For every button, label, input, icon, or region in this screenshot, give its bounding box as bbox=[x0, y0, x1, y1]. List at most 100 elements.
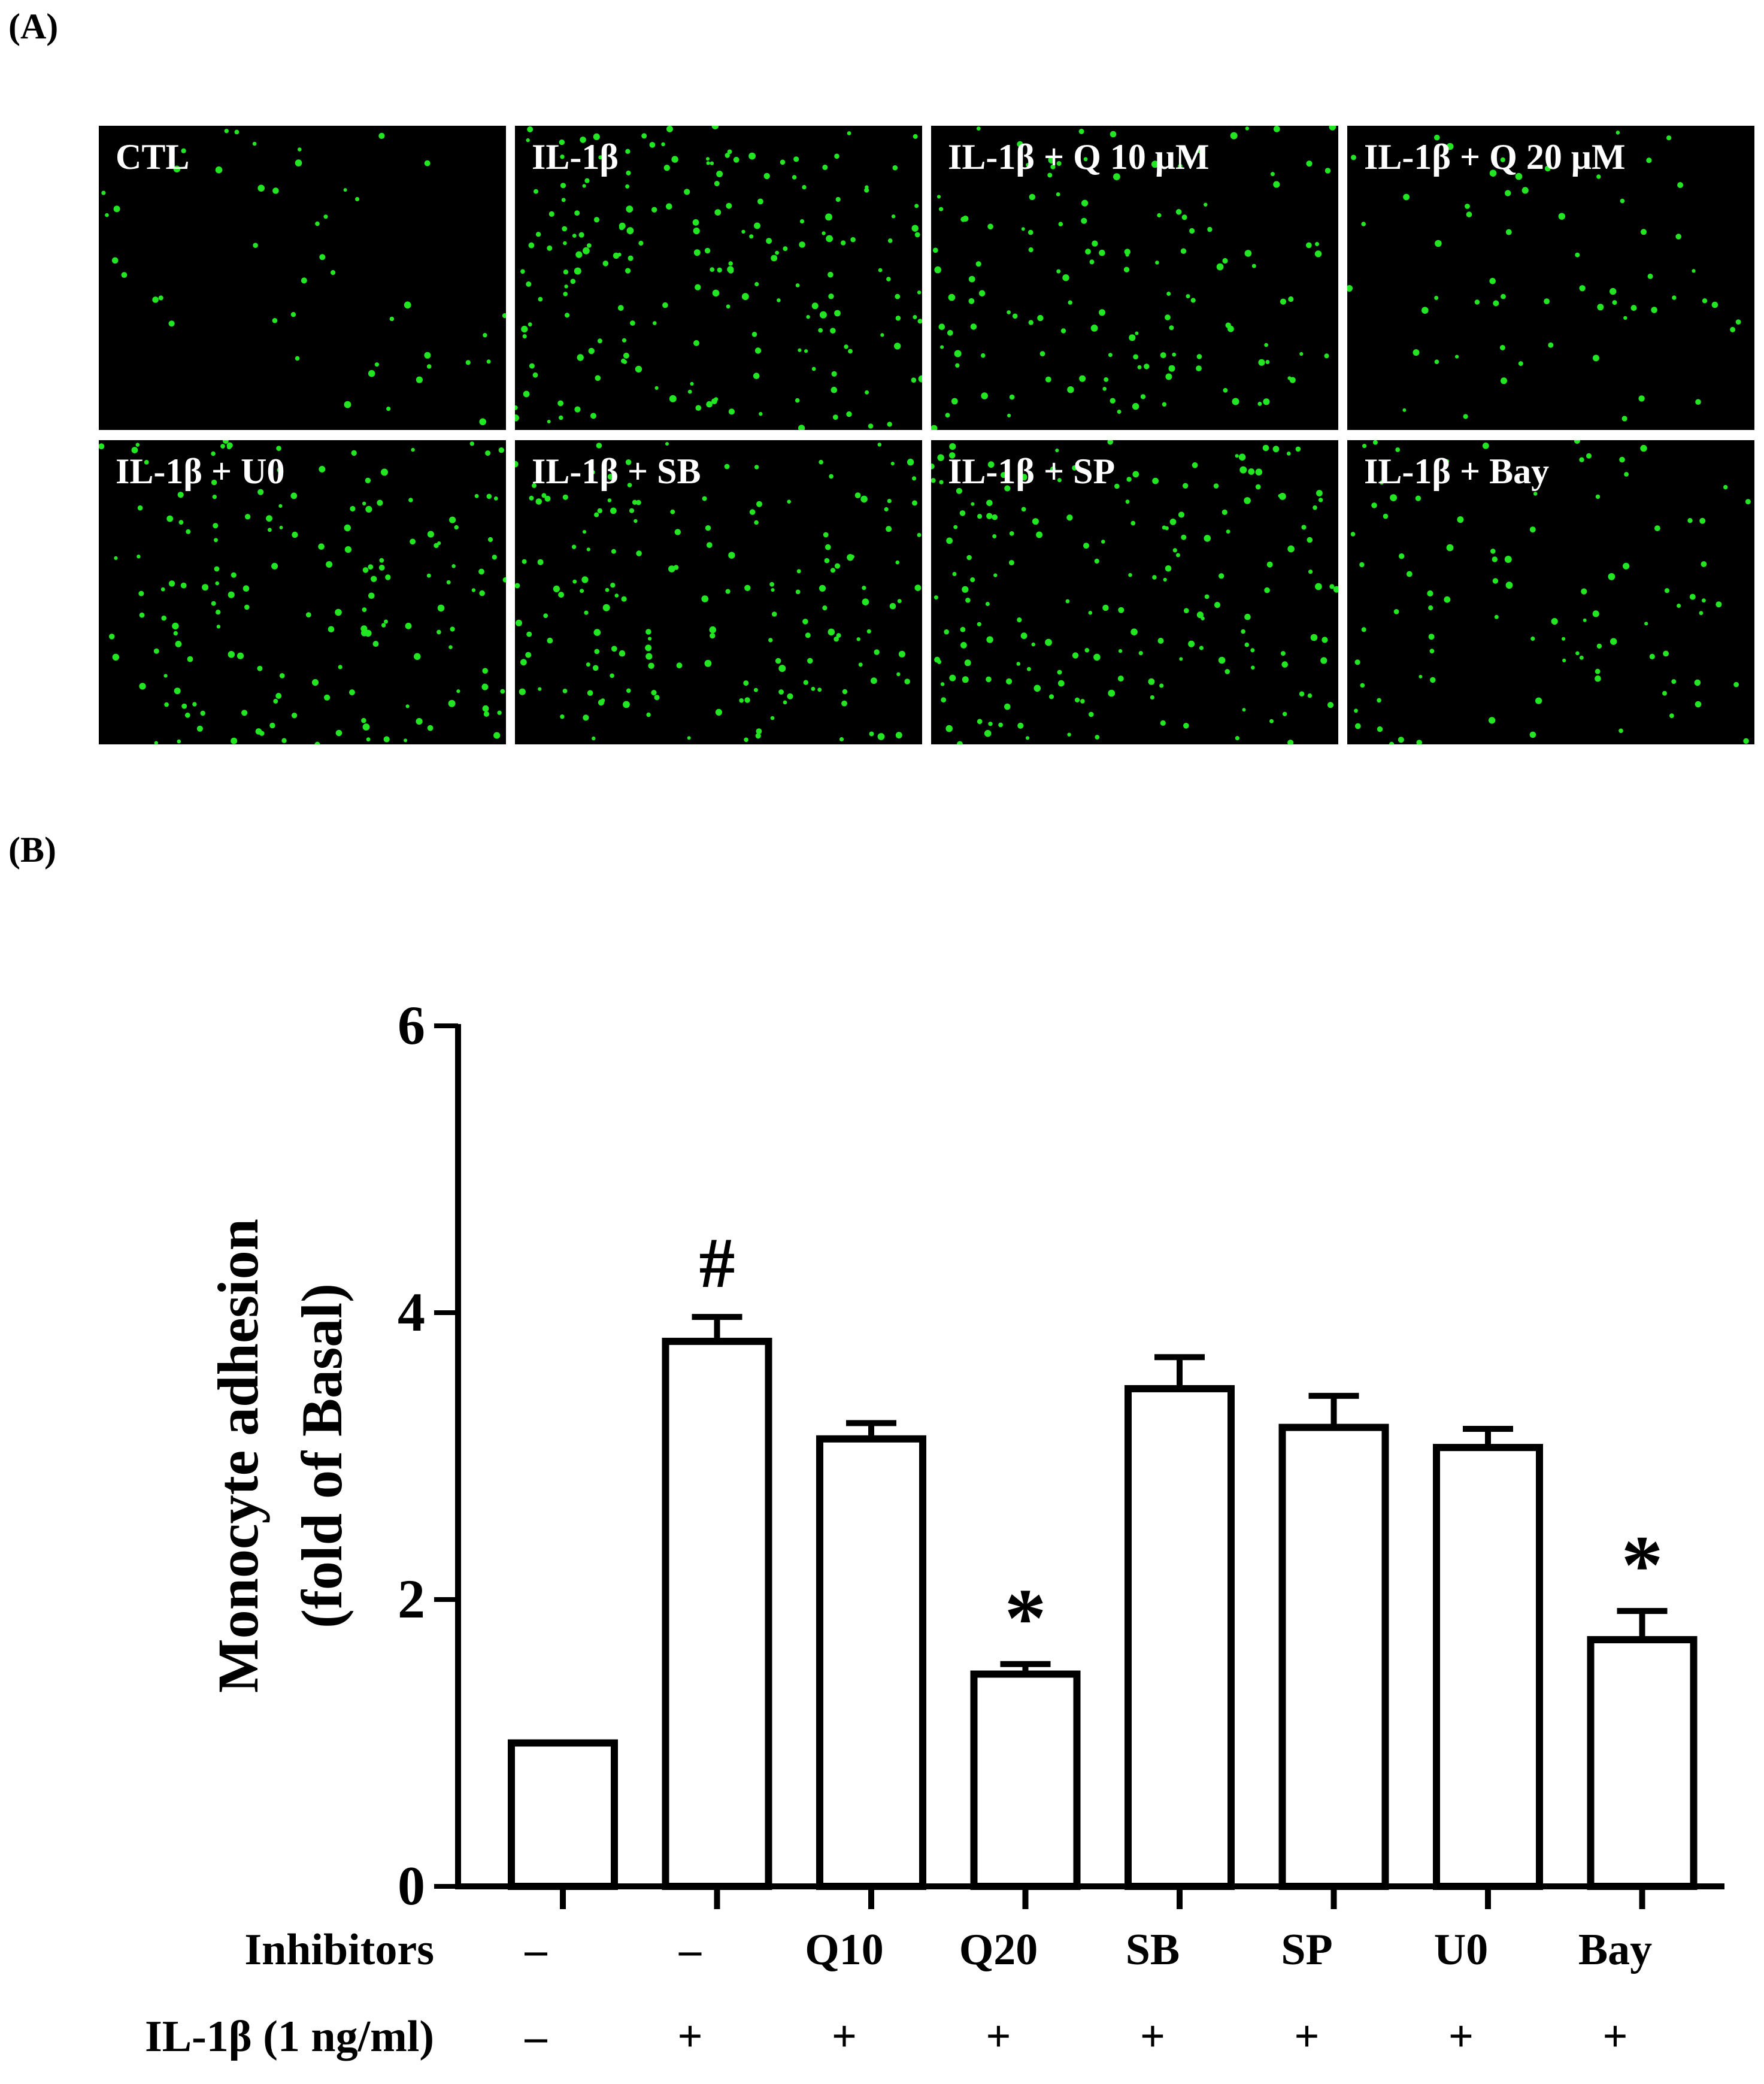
adherent-cell-dot bbox=[586, 547, 590, 552]
adherent-cell-dot bbox=[611, 646, 617, 652]
adherent-cell-dot bbox=[594, 512, 599, 517]
adherent-cell-dot bbox=[588, 347, 595, 355]
adherent-cell-dot bbox=[1579, 457, 1584, 462]
adherent-cell-dot bbox=[1672, 295, 1677, 300]
adherent-cell-dot bbox=[626, 170, 631, 175]
adherent-cell-dot bbox=[877, 733, 885, 740]
adherent-cell-dot bbox=[753, 372, 760, 379]
adherent-cell-dot bbox=[275, 693, 282, 699]
adherent-cell-dot bbox=[869, 731, 874, 737]
adherent-cell-dot bbox=[626, 688, 631, 693]
adherent-cell-dot bbox=[917, 290, 922, 295]
adherent-cell-dot bbox=[1595, 494, 1601, 499]
adherent-cell-dot bbox=[1108, 353, 1113, 358]
adherent-cell-dot bbox=[1079, 375, 1086, 382]
y-tick-label: 6 bbox=[398, 995, 425, 1056]
micrograph-label: IL-1β + Q 20 μM bbox=[1364, 137, 1626, 177]
adherent-cell-dot bbox=[962, 676, 969, 683]
adherent-cell-dot bbox=[771, 255, 778, 262]
adherent-cell-dot bbox=[1313, 505, 1317, 510]
adherent-cell-dot bbox=[144, 460, 149, 465]
adherent-cell-dot bbox=[705, 525, 711, 531]
adherent-cell-dot bbox=[802, 184, 807, 190]
adherent-cell-dot bbox=[1085, 249, 1091, 255]
adherent-cell-dot bbox=[1235, 736, 1239, 741]
adherent-cell-dot bbox=[948, 452, 956, 459]
adherent-cell-dot bbox=[978, 290, 986, 297]
panel-b-label: (B) bbox=[8, 830, 56, 870]
adherent-cell-dot bbox=[904, 678, 910, 684]
adherent-cell-dot bbox=[526, 281, 532, 287]
adherent-cell-dot bbox=[1138, 651, 1143, 656]
adherent-cell-dot bbox=[1050, 164, 1056, 169]
adherent-cell-dot bbox=[756, 728, 762, 734]
adherent-cell-dot bbox=[1318, 498, 1323, 502]
micrograph-1: CTL bbox=[99, 126, 506, 430]
adherent-cell-dot bbox=[957, 741, 963, 744]
adherent-cell-dot bbox=[1057, 670, 1062, 675]
adherent-cell-dot bbox=[933, 595, 938, 600]
adherent-cell-dot bbox=[1056, 192, 1060, 196]
adherent-cell-dot bbox=[1181, 214, 1187, 220]
adherent-cell-dot bbox=[754, 465, 759, 469]
adherent-cell-dot bbox=[272, 187, 279, 194]
adherent-cell-dot bbox=[1361, 627, 1366, 632]
adherent-cell-dot bbox=[532, 483, 537, 488]
adherent-cell-dot bbox=[783, 700, 787, 705]
adherent-cell-dot bbox=[1126, 477, 1132, 482]
adherent-cell-dot bbox=[1162, 402, 1167, 407]
adherent-cell-dot bbox=[1065, 599, 1070, 604]
adherent-cell-dot bbox=[1333, 586, 1338, 593]
adherent-cell-dot bbox=[1074, 697, 1080, 702]
adherent-cell-dot bbox=[137, 505, 143, 511]
adherent-cell-dot bbox=[756, 501, 762, 507]
adherent-cell-dot bbox=[1530, 636, 1535, 641]
adherent-cell-dot bbox=[1168, 365, 1175, 372]
adherent-cell-dot bbox=[865, 390, 869, 395]
adherent-cell-dot bbox=[559, 139, 565, 146]
adherent-cell-dot bbox=[241, 710, 248, 716]
adherent-cell-dot bbox=[1579, 285, 1586, 292]
adherent-cell-dot bbox=[1278, 493, 1282, 498]
adherent-cell-dot bbox=[645, 653, 653, 660]
adherent-cell-dot bbox=[378, 132, 385, 139]
row-cell: U0 bbox=[1434, 1925, 1488, 1974]
adherent-cell-dot bbox=[1094, 558, 1099, 564]
adherent-cell-dot bbox=[597, 508, 602, 514]
adherent-cell-dot bbox=[1048, 156, 1056, 164]
adherent-cell-dot bbox=[704, 659, 712, 667]
adherent-cell-dot bbox=[266, 515, 272, 522]
adherent-cell-dot bbox=[1671, 679, 1677, 684]
adherent-cell-dot bbox=[1474, 299, 1480, 305]
adherent-cell-dot bbox=[1180, 248, 1187, 254]
adherent-cell-dot bbox=[1287, 740, 1294, 744]
adherent-cell-dot bbox=[163, 674, 168, 678]
adherent-cell-dot bbox=[835, 196, 841, 202]
adherent-cell-dot bbox=[362, 607, 367, 612]
adherent-cell-dot bbox=[152, 296, 159, 303]
adherent-cell-dot bbox=[271, 562, 278, 570]
adherent-cell-dot bbox=[1640, 444, 1647, 452]
adherent-cell-dot bbox=[590, 470, 595, 475]
adherent-cell-dot bbox=[795, 283, 800, 287]
adherent-cell-dot bbox=[610, 507, 617, 514]
adherent-cell-dot bbox=[1244, 642, 1250, 647]
adherent-cell-dot bbox=[741, 293, 749, 301]
adherent-cell-dot bbox=[1017, 141, 1023, 147]
cell-dots bbox=[101, 129, 506, 426]
adherent-cell-dot bbox=[214, 538, 218, 543]
adherent-cell-dot bbox=[1695, 701, 1702, 708]
adherent-cell-dot bbox=[532, 372, 538, 378]
adherent-cell-dot bbox=[1186, 294, 1190, 299]
adherent-cell-dot bbox=[627, 483, 632, 487]
adherent-cell-dot bbox=[1457, 516, 1464, 523]
adherent-cell-dot bbox=[1178, 163, 1183, 169]
adherent-cell-dot bbox=[1299, 352, 1304, 356]
adherent-cell-dot bbox=[1662, 690, 1667, 696]
adherent-cell-dot bbox=[911, 225, 919, 232]
adherent-cell-dot bbox=[1117, 410, 1122, 414]
adherent-cell-dot bbox=[687, 736, 691, 740]
adherent-cell-dot bbox=[1494, 614, 1499, 619]
adherent-cell-dot bbox=[981, 392, 988, 399]
adherent-cell-dot bbox=[695, 405, 702, 411]
